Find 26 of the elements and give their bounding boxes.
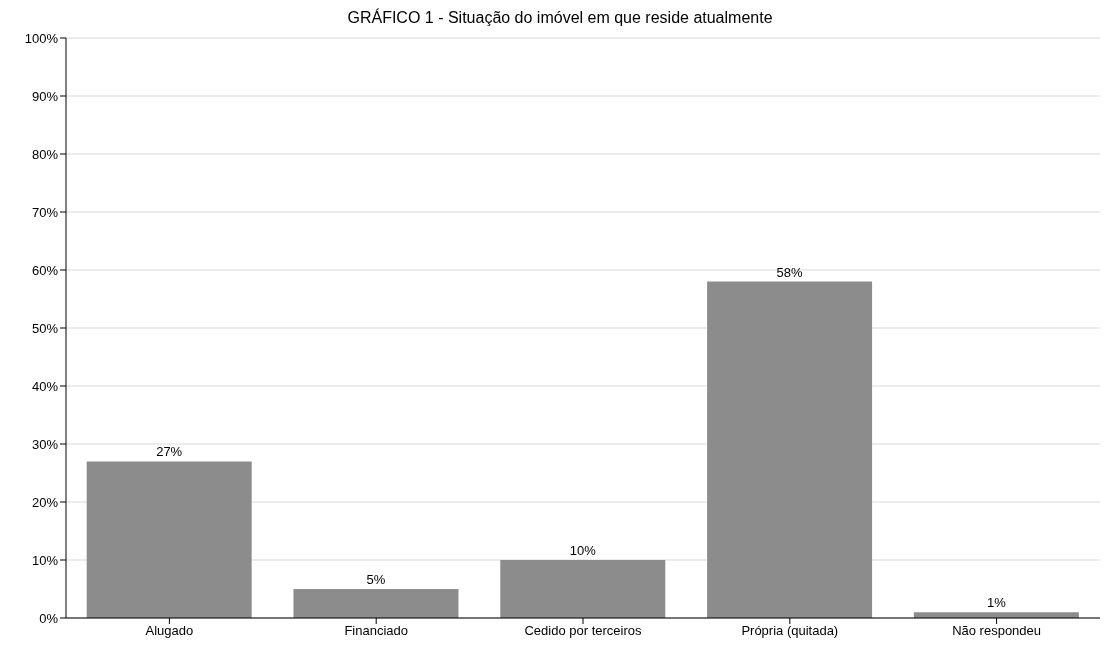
data-label: 1% bbox=[986, 595, 1007, 611]
x-tick-label: Cedido por terceiros bbox=[524, 623, 643, 639]
data-label: 10% bbox=[569, 543, 597, 558]
x-tick-label: Não respondeu bbox=[952, 623, 1042, 639]
y-tick-label: 70% bbox=[31, 204, 59, 220]
y-tick-label: 90% bbox=[31, 88, 59, 104]
bar bbox=[86, 461, 252, 618]
x-tick-label: Alugado bbox=[145, 623, 194, 639]
data-label: 5% bbox=[366, 572, 386, 587]
y-tick-label: 60% bbox=[31, 262, 59, 278]
bar bbox=[293, 589, 459, 618]
bar bbox=[707, 281, 873, 618]
y-tick-label: 80% bbox=[31, 146, 59, 162]
bar bbox=[500, 560, 666, 618]
y-tick-label: 30% bbox=[31, 436, 59, 452]
x-tick-label: Financiado bbox=[344, 623, 408, 639]
x-tick-label: Própria (quitada) bbox=[741, 623, 839, 639]
y-tick-label: 100% bbox=[24, 30, 59, 46]
y-tick-label: 50% bbox=[31, 320, 59, 336]
y-tick-label: 40% bbox=[31, 378, 59, 394]
y-tick-label: 0% bbox=[39, 610, 59, 626]
y-tick-label: 20% bbox=[31, 494, 59, 510]
data-label: 27% bbox=[156, 444, 183, 460]
chart-title: GRÁFICO 1 - Situação do imóvel em que reside atualmente bbox=[346, 8, 774, 28]
y-tick-label: 10% bbox=[31, 552, 59, 568]
data-label: 58% bbox=[776, 264, 804, 280]
